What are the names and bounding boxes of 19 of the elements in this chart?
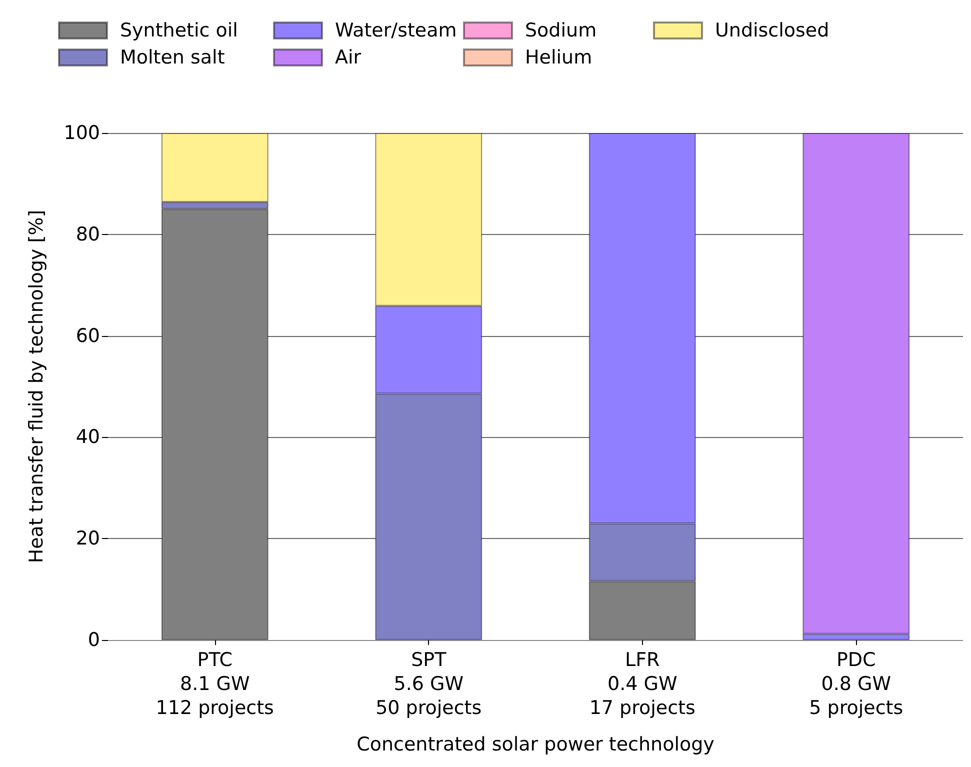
legend-label: Molten salt — [120, 46, 225, 68]
y-tick-label: 0 — [88, 629, 100, 651]
y-axis-title: Heat transfer fluid by technology [%] — [26, 210, 48, 564]
x-tick-label: LFR 0.4 GW 17 projects — [589, 649, 696, 719]
legend-label: Sodium — [525, 20, 597, 42]
y-tick-label: 100 — [64, 122, 100, 144]
y-tick-label: 80 — [76, 223, 100, 246]
legend-label: Undisclosed — [715, 20, 830, 42]
y-tick-label: 40 — [76, 426, 100, 448]
legend-label: Helium — [525, 46, 592, 68]
legend-label: Air — [335, 46, 362, 68]
x-axis-title: Concentrated solar power technology — [356, 734, 714, 756]
legend-label: Synthetic oil — [120, 20, 238, 42]
x-tick-label: SPT 5.6 GW 50 projects — [376, 649, 482, 719]
x-tick-label: PTC 8.1 GW 112 projects — [156, 649, 274, 719]
x-tick-label: PDC 0.8 GW 5 projects — [809, 649, 904, 719]
legend-label: Water/steam — [335, 20, 457, 42]
y-tick-label: 20 — [76, 528, 100, 550]
y-tick-label: 60 — [76, 324, 100, 347]
